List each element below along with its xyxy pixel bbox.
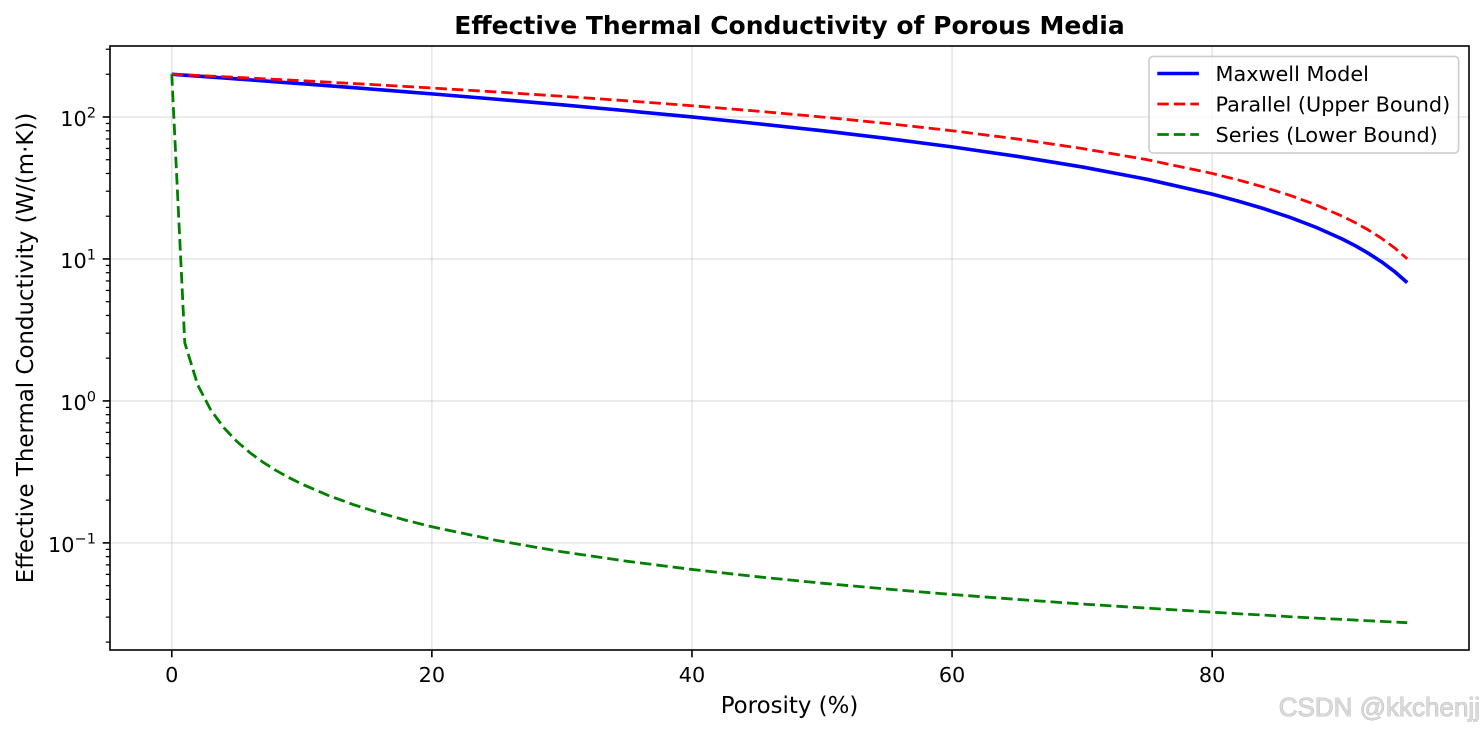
x-tick-label: 20	[419, 663, 445, 687]
y-tick-label: 102	[60, 104, 96, 131]
y-axis-label: Effective Thermal Conductivity (W/(m·K))	[13, 113, 39, 584]
x-axis-label: Porosity (%)	[721, 693, 859, 719]
legend-entry-parallel-upper-bound: Parallel (Upper Bound)	[1157, 93, 1450, 117]
y-tick-label-exponent: 1	[87, 246, 96, 263]
plot-frame	[109, 45, 1470, 651]
legend-label-maxwell-model: Maxwell Model	[1216, 62, 1369, 86]
legend: Maxwell Model Parallel (Upper Bound) Ser…	[1148, 55, 1460, 154]
x-tick-label: 60	[939, 663, 965, 687]
y-tick-label-base: 10	[48, 533, 74, 557]
x-tick-label: 80	[1199, 663, 1225, 687]
chart-title: Effective Thermal Conductivity of Porous…	[454, 11, 1124, 40]
y-tick-label: 101	[60, 246, 96, 273]
y-tick-label-base: 10	[60, 107, 86, 131]
y-tick-label: 100	[60, 388, 96, 415]
legend-entry-series-lower-bound: Series (Lower Bound)	[1157, 123, 1438, 147]
legend-label-parallel-upper-bound: Parallel (Upper Bound)	[1216, 93, 1451, 117]
x-axis: 0 20 40 60 80	[165, 650, 1225, 687]
legend-frame	[1148, 55, 1460, 154]
y-tick-label-exponent: 0	[87, 388, 96, 405]
series-line-series-lower-bound	[170, 74, 1408, 625]
x-tick-label: 40	[679, 663, 705, 687]
series-lines	[170, 72, 1409, 625]
y-tick-label-base: 10	[60, 249, 86, 273]
x-tick-label: 0	[165, 663, 178, 687]
series-line-maxwell-model	[171, 72, 1409, 284]
legend-label-series-lower-bound: Series (Lower Bound)	[1216, 123, 1438, 147]
watermark: CSDN @kkchenjj	[1279, 692, 1480, 722]
legend-entry-maxwell-model: Maxwell Model	[1157, 62, 1369, 86]
y-tick-label-base: 10	[60, 391, 86, 415]
y-tick-label-exponent: 2	[87, 104, 96, 121]
y-tick-label: 10−1	[48, 530, 96, 557]
series-line-parallel-upper-bound	[171, 72, 1409, 260]
y-tick-label-exponent: −1	[74, 530, 96, 547]
